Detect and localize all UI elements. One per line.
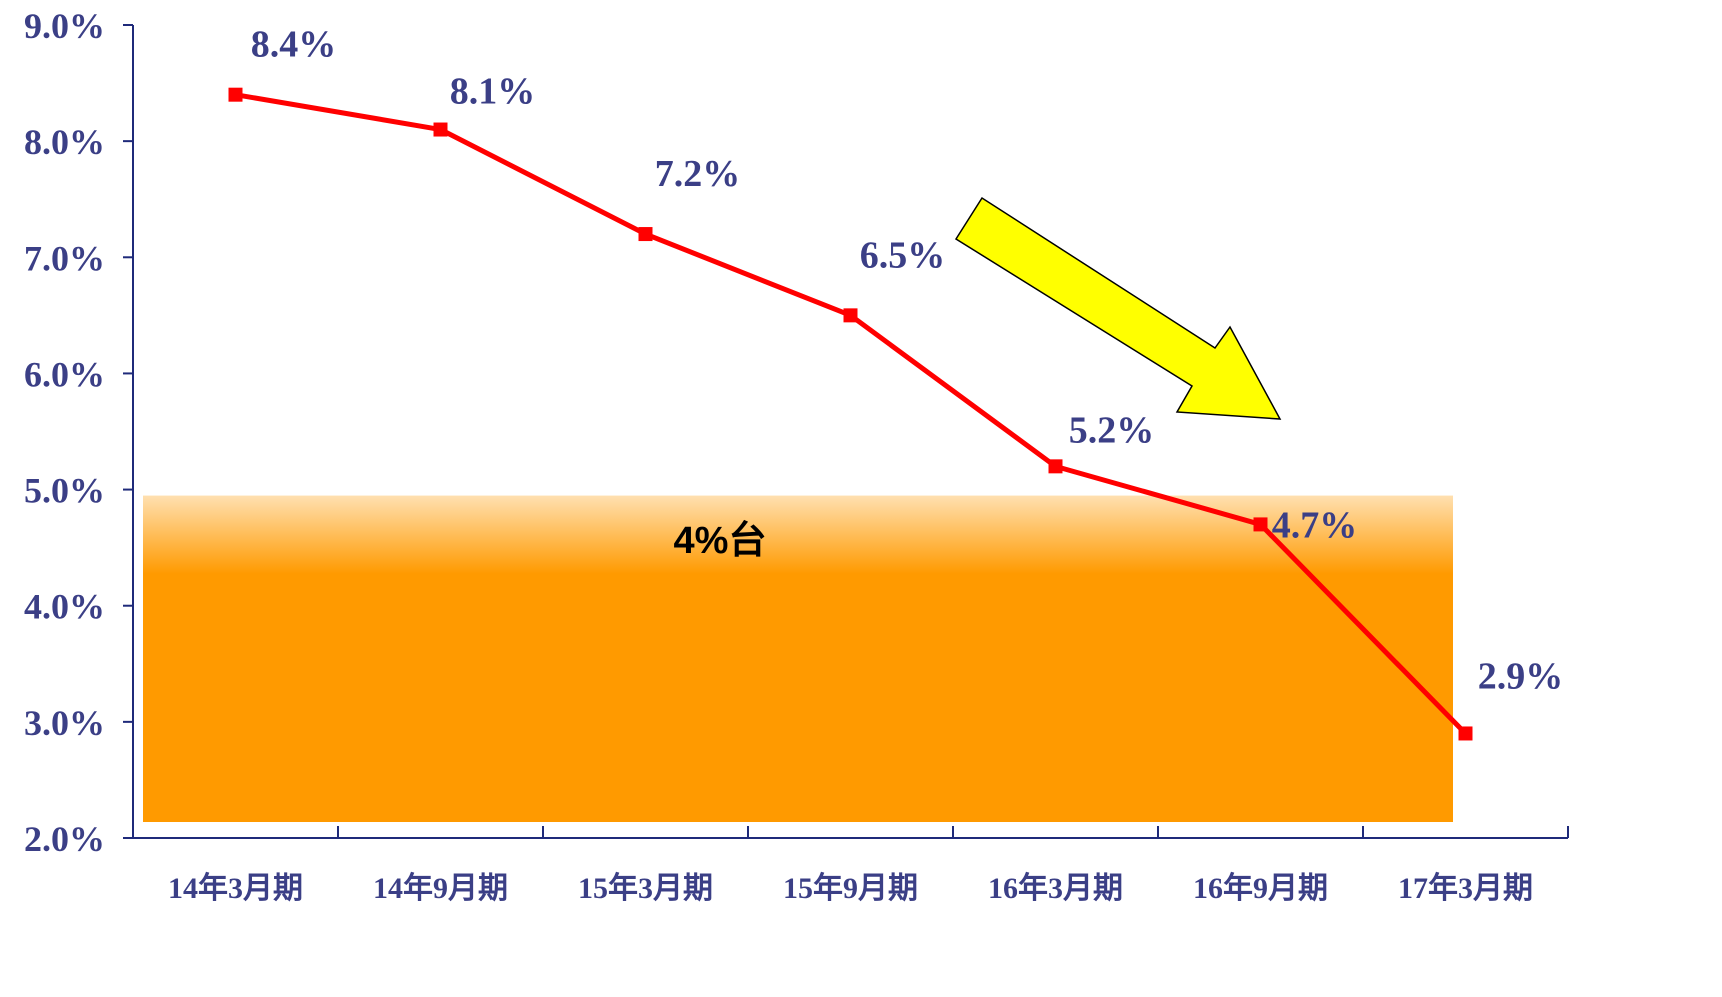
- x-tick-label: 15年9月期: [783, 872, 918, 905]
- y-tick-label: 8.0%: [24, 122, 105, 162]
- series-line: 8.4% 8.1% 7.2% 6.5% 5.2% 4.7% 2.9%: [228, 24, 1564, 741]
- data-label: 7.2%: [655, 153, 741, 195]
- y-tick-label: 3.0%: [24, 703, 105, 743]
- x-tick-label: 16年3月期: [988, 872, 1123, 905]
- x-tick-label: 15年3月期: [578, 872, 713, 905]
- data-point: [228, 87, 243, 102]
- data-label: 8.4%: [251, 24, 337, 66]
- data-point: [843, 308, 858, 323]
- x-tick-label: 16年9月期: [1193, 872, 1328, 905]
- data-point: [1458, 726, 1473, 741]
- data-point: [433, 122, 448, 137]
- data-label: 8.1%: [450, 71, 536, 113]
- x-tick-label: 17年3月期: [1398, 872, 1533, 905]
- y-tick-label: 5.0%: [24, 471, 105, 511]
- data-label: 2.9%: [1478, 655, 1564, 697]
- x-tick-label: 14年9月期: [373, 872, 508, 905]
- y-tick-label: 7.0%: [24, 238, 105, 278]
- data-point: [1048, 459, 1063, 474]
- band-label: 4%台: [674, 520, 767, 562]
- x-tick-label: 14年3月期: [168, 872, 303, 905]
- y-tick-label: 2.0%: [24, 819, 105, 859]
- x-axis: 14年3月期 14年9月期 15年3月期 15年9月期 16年3月期 16年9月期 17年3…: [133, 826, 1569, 905]
- data-point: [1253, 517, 1268, 532]
- data-label: 6.5%: [860, 234, 946, 276]
- data-label: 5.2%: [1069, 409, 1155, 451]
- y-axis: 2.0% 3.0% 4.0% 5.0% 6.0% 7.0% 8.0% 9.0%: [24, 6, 134, 859]
- trend-arrow: [954, 196, 1282, 420]
- y-tick-label: 9.0%: [24, 6, 105, 46]
- data-label: 4.7%: [1272, 504, 1358, 546]
- y-tick-label: 6.0%: [24, 354, 105, 394]
- highlight-band: [143, 495, 1453, 822]
- y-tick-label: 4.0%: [24, 587, 105, 627]
- data-point: [638, 227, 653, 242]
